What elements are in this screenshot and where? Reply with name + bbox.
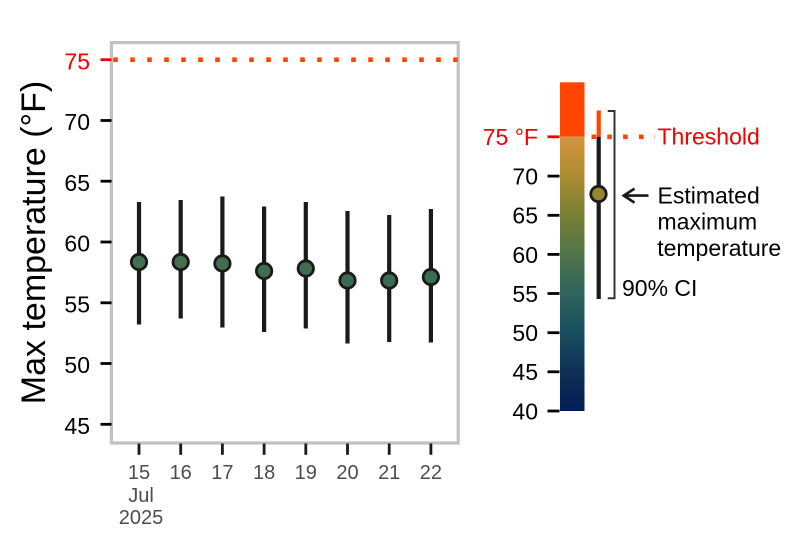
svg-text:75: 75 <box>64 48 90 74</box>
svg-text:15: 15 <box>128 462 150 484</box>
svg-text:65: 65 <box>512 203 538 229</box>
svg-text:45: 45 <box>64 413 90 439</box>
svg-text:60: 60 <box>64 231 90 257</box>
svg-text:maximum: maximum <box>658 209 758 235</box>
svg-text:19: 19 <box>295 462 317 484</box>
svg-text:70: 70 <box>64 109 90 135</box>
svg-text:60: 60 <box>512 242 538 268</box>
svg-text:75 °F: 75 °F <box>483 124 538 150</box>
svg-text:55: 55 <box>64 291 90 317</box>
svg-text:22: 22 <box>420 462 442 484</box>
svg-text:90% CI: 90% CI <box>622 275 697 301</box>
svg-text:21: 21 <box>378 462 400 484</box>
svg-text:18: 18 <box>253 462 275 484</box>
svg-text:16: 16 <box>170 462 192 484</box>
svg-text:45: 45 <box>512 359 538 385</box>
svg-text:20: 20 <box>336 462 358 484</box>
svg-text:2025: 2025 <box>119 507 164 529</box>
svg-text:50: 50 <box>64 352 90 378</box>
svg-text:Estimated: Estimated <box>658 182 760 208</box>
svg-text:55: 55 <box>512 281 538 307</box>
svg-text:temperature: temperature <box>657 235 781 261</box>
svg-text:50: 50 <box>512 320 538 346</box>
svg-text:70: 70 <box>512 164 538 190</box>
svg-text:17: 17 <box>211 462 233 484</box>
svg-text:Threshold: Threshold <box>658 123 760 149</box>
svg-text:Max temperature (°F): Max temperature (°F) <box>15 81 53 404</box>
svg-text:Jul: Jul <box>128 485 154 507</box>
svg-text:65: 65 <box>64 170 90 196</box>
svg-text:40: 40 <box>512 398 538 424</box>
